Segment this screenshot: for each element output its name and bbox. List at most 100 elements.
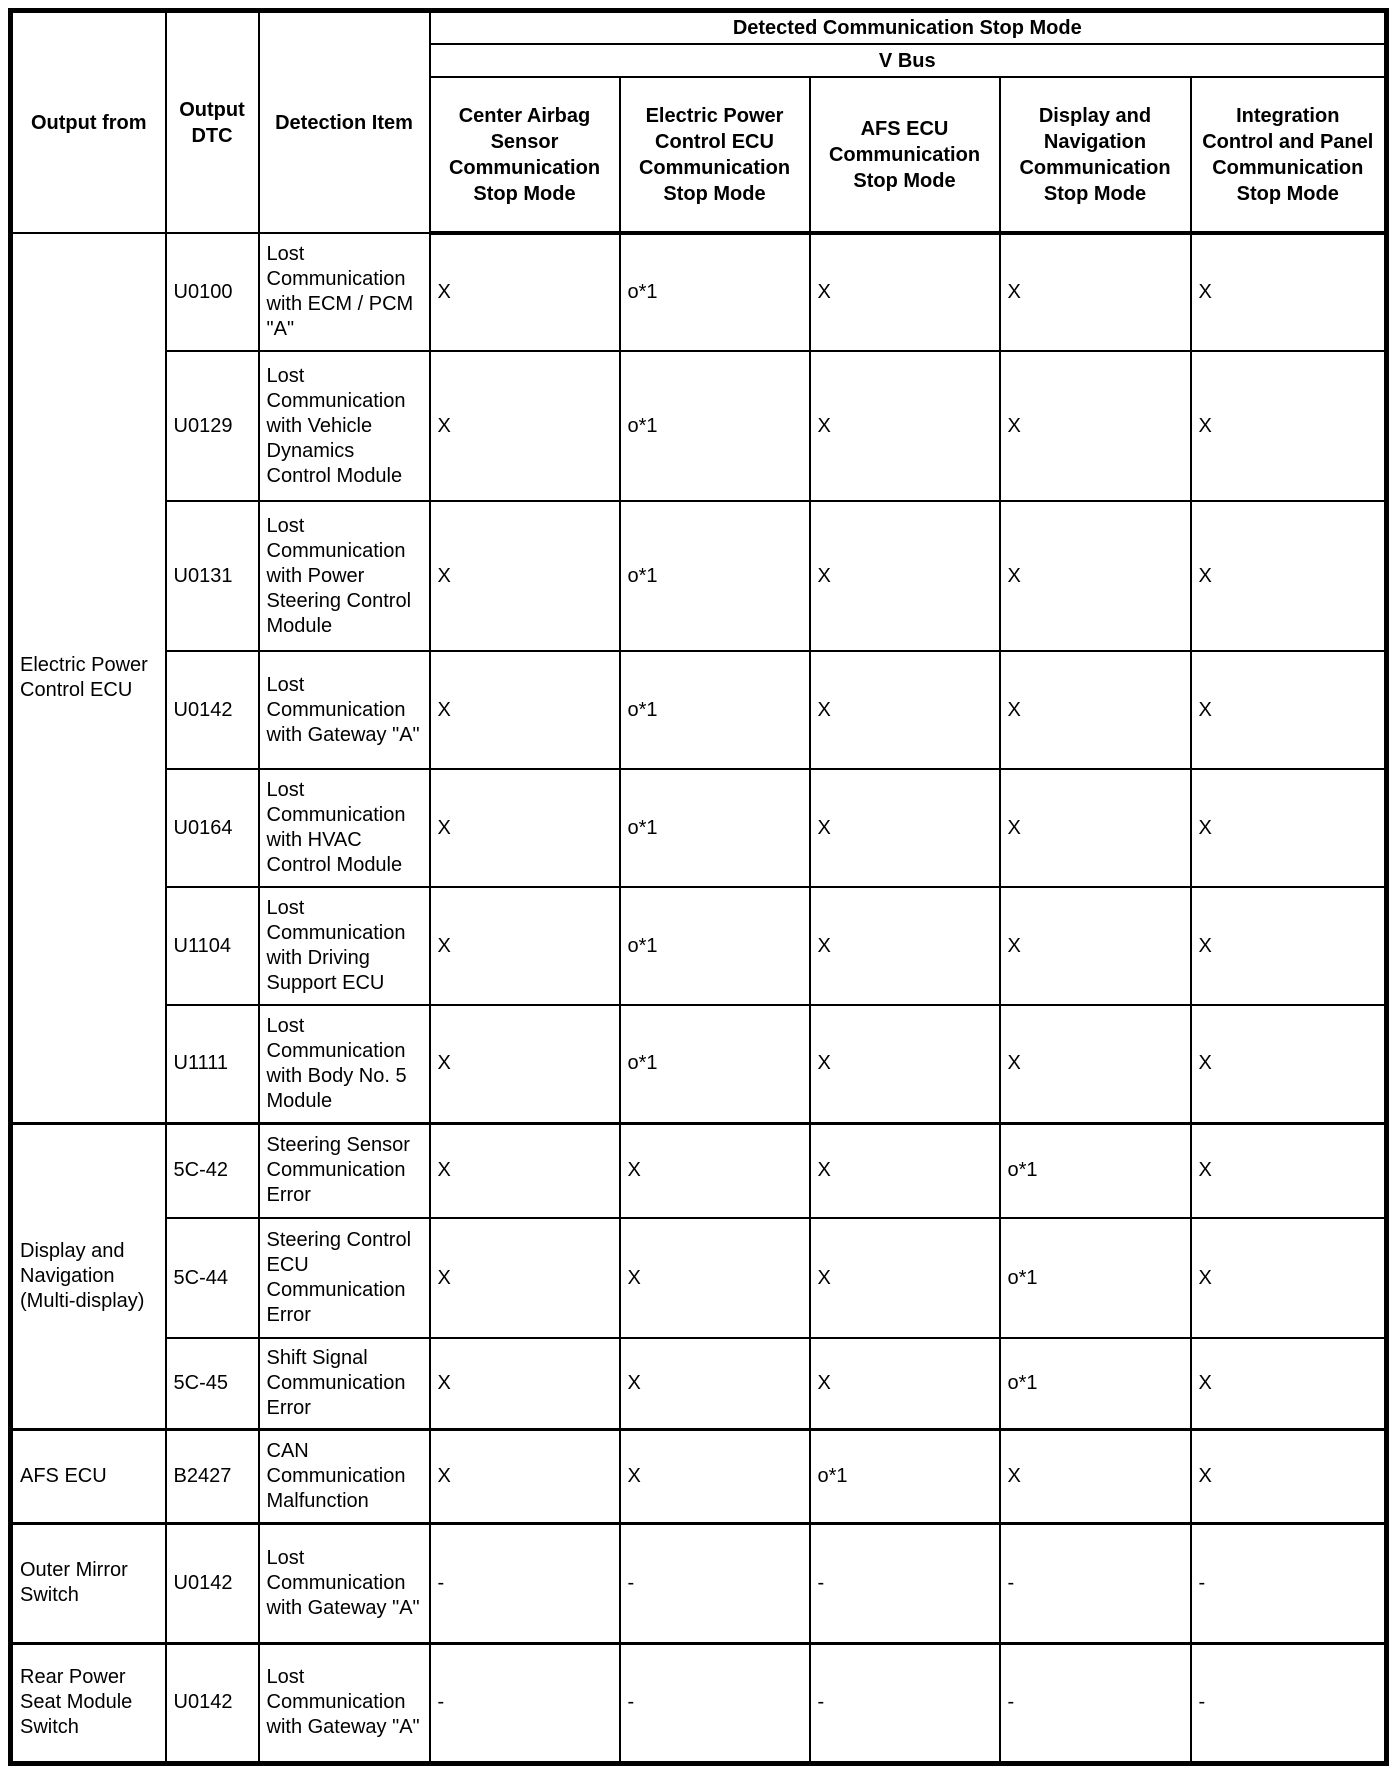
dtc-cell: U0142 [164, 1522, 260, 1645]
value-cell: X [1189, 1217, 1388, 1339]
header-output-from: Output from [9, 9, 167, 234]
output-from-cell: AFS ECU [9, 1428, 167, 1525]
value-cell: X [428, 1428, 621, 1525]
value-cell: X [1189, 1004, 1388, 1125]
detection-item-cell: Shift Signal Communication Error [257, 1337, 431, 1431]
value-cell: X [428, 1217, 621, 1339]
value-cell: o*1 [998, 1337, 1192, 1431]
dtc-cell: U0164 [164, 768, 260, 888]
communication-stop-mode-table: Output from Output DTC Detection Item De… [8, 8, 1390, 1766]
value-cell: X [808, 1217, 1001, 1339]
col-header-afs-ecu: AFS ECU Communication Stop Mode [808, 76, 1001, 235]
header-detection-item: Detection Item [257, 9, 431, 234]
value-cell: X [428, 650, 621, 770]
table-row: Outer Mirror Switch U0142 Lost Communica… [9, 1522, 1388, 1645]
value-cell: X [428, 1004, 621, 1125]
output-from-cell: Outer Mirror Switch [9, 1522, 167, 1645]
value-cell: - [428, 1522, 621, 1645]
value-cell: - [808, 1642, 1001, 1764]
table-row: U1104 Lost Communication with Driving Su… [11, 886, 1388, 1006]
dtc-cell: 5C-42 [164, 1122, 260, 1219]
value-cell: - [808, 1522, 1001, 1645]
value-cell: X [428, 1122, 621, 1219]
table-row: U0129 Lost Communication with Vehicle Dy… [11, 350, 1388, 502]
value-cell: - [1189, 1642, 1388, 1764]
value-cell: o*1 [618, 350, 811, 502]
col-header-electric-power-control-ecu: Electric Power Control ECU Communication… [618, 76, 811, 235]
table-row: AFS ECU B2427 CAN Communication Malfunct… [9, 1428, 1388, 1525]
value-cell: X [808, 886, 1001, 1006]
dtc-cell: U0142 [164, 1642, 260, 1764]
value-cell: X [998, 350, 1192, 502]
value-cell: X [618, 1217, 811, 1339]
detection-item-cell: Lost Communication with Vehicle Dynamics… [257, 350, 431, 502]
detection-item-cell: CAN Communication Malfunction [257, 1428, 431, 1525]
header-detected-communication-stop-mode: Detected Communication Stop Mode [428, 9, 1388, 45]
value-cell: X [998, 232, 1192, 352]
value-cell: - [618, 1642, 811, 1764]
output-from-cell: Electric Power Control ECU [9, 232, 167, 1125]
value-cell: X [1189, 500, 1388, 652]
table-row: Electric Power Control ECU U0100 Lost Co… [9, 232, 1388, 1125]
header-v-bus: V Bus [428, 43, 1388, 78]
value-cell: X [618, 1428, 811, 1525]
value-cell: o*1 [618, 500, 811, 652]
value-cell: X [808, 650, 1001, 770]
table-row: 5C-45 Shift Signal Communication Error X… [11, 1337, 1388, 1431]
table-row: Display and Navigation (Multi-display) 5… [9, 1122, 1388, 1431]
value-cell: X [1189, 1337, 1388, 1431]
value-cell: - [998, 1522, 1192, 1645]
value-cell: - [1189, 1522, 1388, 1645]
detection-item-cell: Lost Communication with Gateway "A" [257, 1522, 431, 1645]
detection-item-cell: Lost Communication with HVAC Control Mod… [257, 768, 431, 888]
col-header-integration-control-panel: Integration Control and Panel Communicat… [1189, 76, 1388, 235]
value-cell: - [998, 1642, 1192, 1764]
value-cell: X [428, 768, 621, 888]
table-row: U0164 Lost Communication with HVAC Contr… [11, 768, 1388, 888]
dtc-cell: U0142 [164, 650, 260, 770]
value-cell: X [428, 232, 621, 352]
detection-item-cell: Steering Sensor Communication Error [257, 1122, 431, 1219]
header-output-dtc: Output DTC [164, 9, 260, 234]
value-cell: X [808, 350, 1001, 502]
value-cell: X [998, 1428, 1192, 1525]
value-cell: X [808, 1122, 1001, 1219]
value-cell: X [998, 768, 1192, 888]
value-cell: - [428, 1642, 621, 1764]
dtc-cell: 5C-44 [164, 1217, 260, 1339]
col-header-display-and-navigation: Display and Navigation Communication Sto… [998, 76, 1192, 235]
value-cell: o*1 [618, 650, 811, 770]
detection-item-cell: Lost Communication with Driving Support … [257, 886, 431, 1006]
value-cell: X [1189, 768, 1388, 888]
value-cell: X [1189, 886, 1388, 1006]
value-cell: X [998, 500, 1192, 652]
value-cell: o*1 [998, 1122, 1192, 1219]
detection-item-cell: Lost Communication with Gateway "A" [257, 650, 431, 770]
value-cell: X [428, 350, 621, 502]
value-cell: X [428, 500, 621, 652]
table-row: U1111 Lost Communication with Body No. 5… [11, 1004, 1388, 1125]
output-from-cell: Rear Power Seat Module Switch [9, 1642, 167, 1764]
detection-item-cell: Lost Communication with Power Steering C… [257, 500, 431, 652]
value-cell: - [618, 1522, 811, 1645]
detection-item-cell: Lost Communication with ECM / PCM "A" [257, 232, 431, 352]
value-cell: X [618, 1337, 811, 1431]
value-cell: X [618, 1122, 811, 1219]
dtc-cell: 5C-45 [164, 1337, 260, 1431]
value-cell: X [998, 886, 1192, 1006]
value-cell: X [998, 650, 1192, 770]
dtc-cell: B2427 [164, 1428, 260, 1525]
table-row: U0142 Lost Communication with Gateway "A… [11, 650, 1388, 770]
value-cell: o*1 [618, 232, 811, 352]
value-cell: o*1 [618, 768, 811, 888]
detection-item-cell: Steering Control ECU Communication Error [257, 1217, 431, 1339]
dtc-cell: U0131 [164, 500, 260, 652]
dtc-cell: U0129 [164, 350, 260, 502]
table-row: 5C-44 Steering Control ECU Communication… [11, 1217, 1388, 1339]
value-cell: X [428, 886, 621, 1006]
value-cell: X [1189, 1428, 1388, 1525]
value-cell: X [998, 1004, 1192, 1125]
value-cell: X [1189, 350, 1388, 502]
value-cell: X [808, 500, 1001, 652]
dtc-cell: U1104 [164, 886, 260, 1006]
